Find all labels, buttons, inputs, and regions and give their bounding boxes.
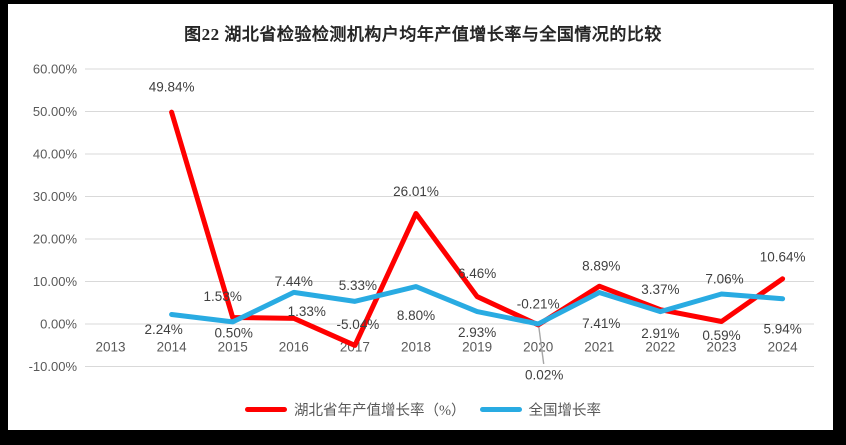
- data-label-national-2018: 8.80%: [397, 308, 435, 323]
- data-label-hubei-2023: 0.59%: [702, 328, 740, 343]
- series-line-hubei: [169, 109, 786, 348]
- legend-swatch-national-icon: [479, 407, 522, 412]
- x-axis-tick-label: 2022: [645, 340, 675, 355]
- x-axis-tick-label: 2024: [768, 340, 799, 355]
- data-label-national-2020: 0.02%: [525, 367, 563, 382]
- x-axis-tick-label: 2015: [218, 340, 248, 355]
- legend-item-hubei: 湖北省年产值增长率（%）: [244, 399, 466, 420]
- data-label-hubei-2021: 8.89%: [582, 259, 620, 274]
- data-label-national-2019: 2.93%: [458, 325, 496, 340]
- data-label-hubei-2022: 3.37%: [641, 282, 679, 297]
- legend-label-national: 全国增长率: [528, 403, 602, 419]
- data-label-national-2015: 0.50%: [215, 325, 253, 340]
- chart-title: 图22 湖北省检验检测机构户均年产值增长率与全国情况的比较: [184, 25, 662, 44]
- x-axis-tick-label: 2021: [584, 340, 614, 355]
- data-label-hubei-2014: 49.84%: [149, 80, 195, 95]
- data-label-national-2014: 2.24%: [144, 322, 182, 337]
- data-label-national-2021: 7.41%: [582, 316, 620, 331]
- legend: 湖北省年产值增长率（%） 全国增长率: [0, 399, 846, 420]
- data-label-hubei-2020: -0.21%: [517, 296, 560, 311]
- data-label-hubei-2016: 1.33%: [288, 304, 326, 319]
- x-axis-tick-label: 2019: [462, 340, 492, 355]
- x-axis-tick-label: 2014: [157, 340, 188, 355]
- data-label-national-2017: 5.33%: [339, 278, 377, 293]
- y-axis-tick-label: 20.00%: [33, 232, 78, 247]
- x-axis-tick-label: 2016: [279, 340, 309, 355]
- data-label-hubei-2024: 10.64%: [760, 249, 806, 264]
- x-axis-tick-label: 2013: [95, 340, 125, 355]
- data-label-national-2024: 5.94%: [763, 321, 801, 336]
- y-axis-tick-label: 40.00%: [33, 147, 78, 162]
- data-label-national-2016: 7.44%: [275, 274, 313, 289]
- data-label-hubei-2018: 26.01%: [393, 184, 439, 199]
- y-axis-tick-label: -10.00%: [29, 359, 78, 374]
- y-axis-tick-label: 50.00%: [33, 104, 78, 119]
- series-line-national: [169, 284, 786, 327]
- data-label-hubei-2015: 1.53%: [204, 289, 242, 304]
- y-axis-tick-label: 10.00%: [33, 274, 78, 289]
- x-axis-tick-label: 2023: [706, 340, 736, 355]
- y-axis-tick-label: 30.00%: [33, 189, 78, 204]
- legend-label-hubei: 湖北省年产值增长率（%）: [293, 403, 466, 419]
- legend-item-national: 全国增长率: [479, 399, 602, 420]
- data-label-national-2022: 2.91%: [641, 326, 679, 341]
- legend-swatch-hubei-icon: [244, 407, 287, 412]
- leader-line: [538, 325, 545, 365]
- data-label-hubei-2019: 6.46%: [458, 266, 496, 281]
- x-axis-tick-label: 2020: [523, 340, 553, 355]
- y-axis-tick-label: 60.00%: [33, 62, 78, 77]
- data-label-national-2023: 7.06%: [705, 271, 743, 286]
- y-axis-tick-label: 0.00%: [40, 317, 77, 332]
- x-axis-tick-label: 2018: [401, 340, 431, 355]
- data-label-hubei-2017: -5.04%: [337, 317, 380, 332]
